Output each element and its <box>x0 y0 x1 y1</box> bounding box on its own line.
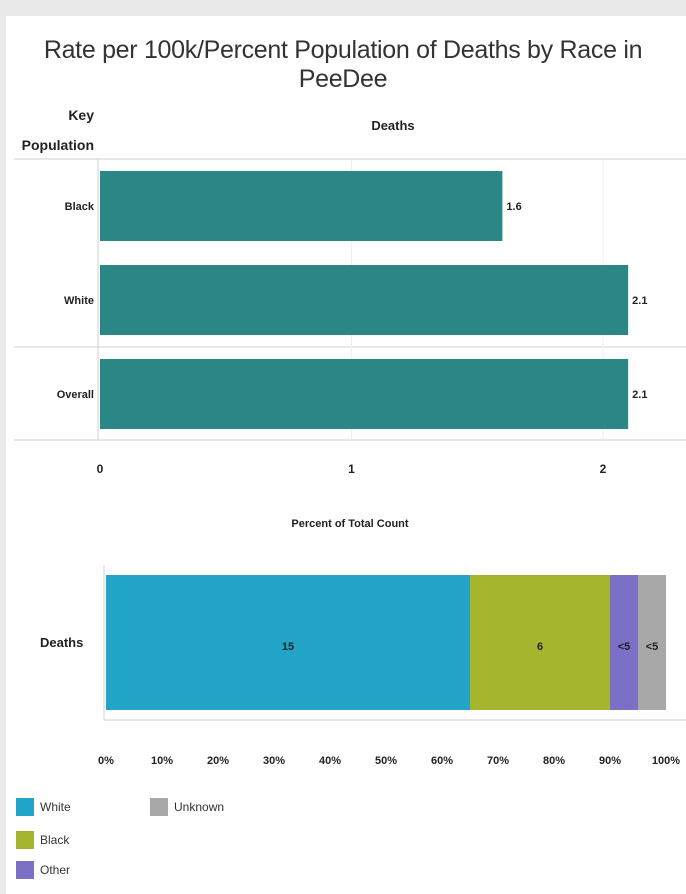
stacked-x-tick-label: 90% <box>599 755 621 767</box>
segment-other <box>610 575 638 710</box>
legend-swatch-unknown <box>150 798 168 816</box>
legend-swatch-white <box>16 798 34 816</box>
chart-title: Rate per 100k/Percent Population of Deat… <box>43 36 643 93</box>
bar-overall <box>100 359 629 429</box>
stacked-x-tick-label: 80% <box>543 755 565 767</box>
legend-swatch-other <box>16 861 34 879</box>
segment-label-black: 6 <box>537 641 543 653</box>
bar-black <box>100 171 503 241</box>
legend-swatch-black <box>16 831 34 849</box>
stacked-x-tick-label: 60% <box>431 755 453 767</box>
segment-label-unknown: <5 <box>646 641 659 653</box>
stacked-row-label: Deaths <box>40 635 84 650</box>
stacked-x-tick-label: 40% <box>319 755 341 767</box>
legend-item-unknown: Unknown <box>150 798 224 816</box>
legend-item-other: Other <box>16 861 70 879</box>
segment-unknown <box>638 575 666 710</box>
stacked-x-tick-label: 20% <box>207 755 229 767</box>
legend-label-black: Black <box>40 833 70 847</box>
legend-item-black: Black <box>16 831 69 849</box>
legend-item-white: White <box>16 798 71 816</box>
stacked-x-tick-label: 100% <box>652 755 680 767</box>
category-label-white: White <box>64 295 94 307</box>
category-label-black: Black <box>65 201 95 213</box>
value-label-black: 1.6 <box>506 201 521 213</box>
value-label-white: 2.1 <box>632 295 647 307</box>
x-tick-label: 2 <box>600 462 607 476</box>
legend-label-white: White <box>40 800 71 814</box>
bar-white <box>100 265 629 335</box>
category-label-overall: Overall <box>57 389 94 401</box>
stacked-x-tick-label: 30% <box>263 755 285 767</box>
segment-black <box>470 575 610 710</box>
x-tick-label: 0 <box>97 462 104 476</box>
segment-label-white: 15 <box>282 641 294 653</box>
legend-label-other: Other <box>40 863 71 877</box>
segment-label-other: <5 <box>618 641 631 653</box>
stacked-x-tick-label: 0% <box>98 755 114 767</box>
legend-label-unknown: Unknown <box>174 800 225 814</box>
chart-card <box>6 16 686 894</box>
stacked-x-tick-label: 10% <box>151 755 173 767</box>
segment-white <box>106 575 470 710</box>
stacked-x-tick-label: 50% <box>375 755 397 767</box>
row-header: Key Population <box>21 107 94 153</box>
column-header: Deaths <box>371 118 415 133</box>
stacked-x-tick-label: 70% <box>487 755 509 767</box>
x-tick-label: 1 <box>348 462 355 476</box>
value-label-overall: 2.1 <box>632 389 647 401</box>
stacked-chart-title: Percent of Total Count <box>291 518 409 530</box>
